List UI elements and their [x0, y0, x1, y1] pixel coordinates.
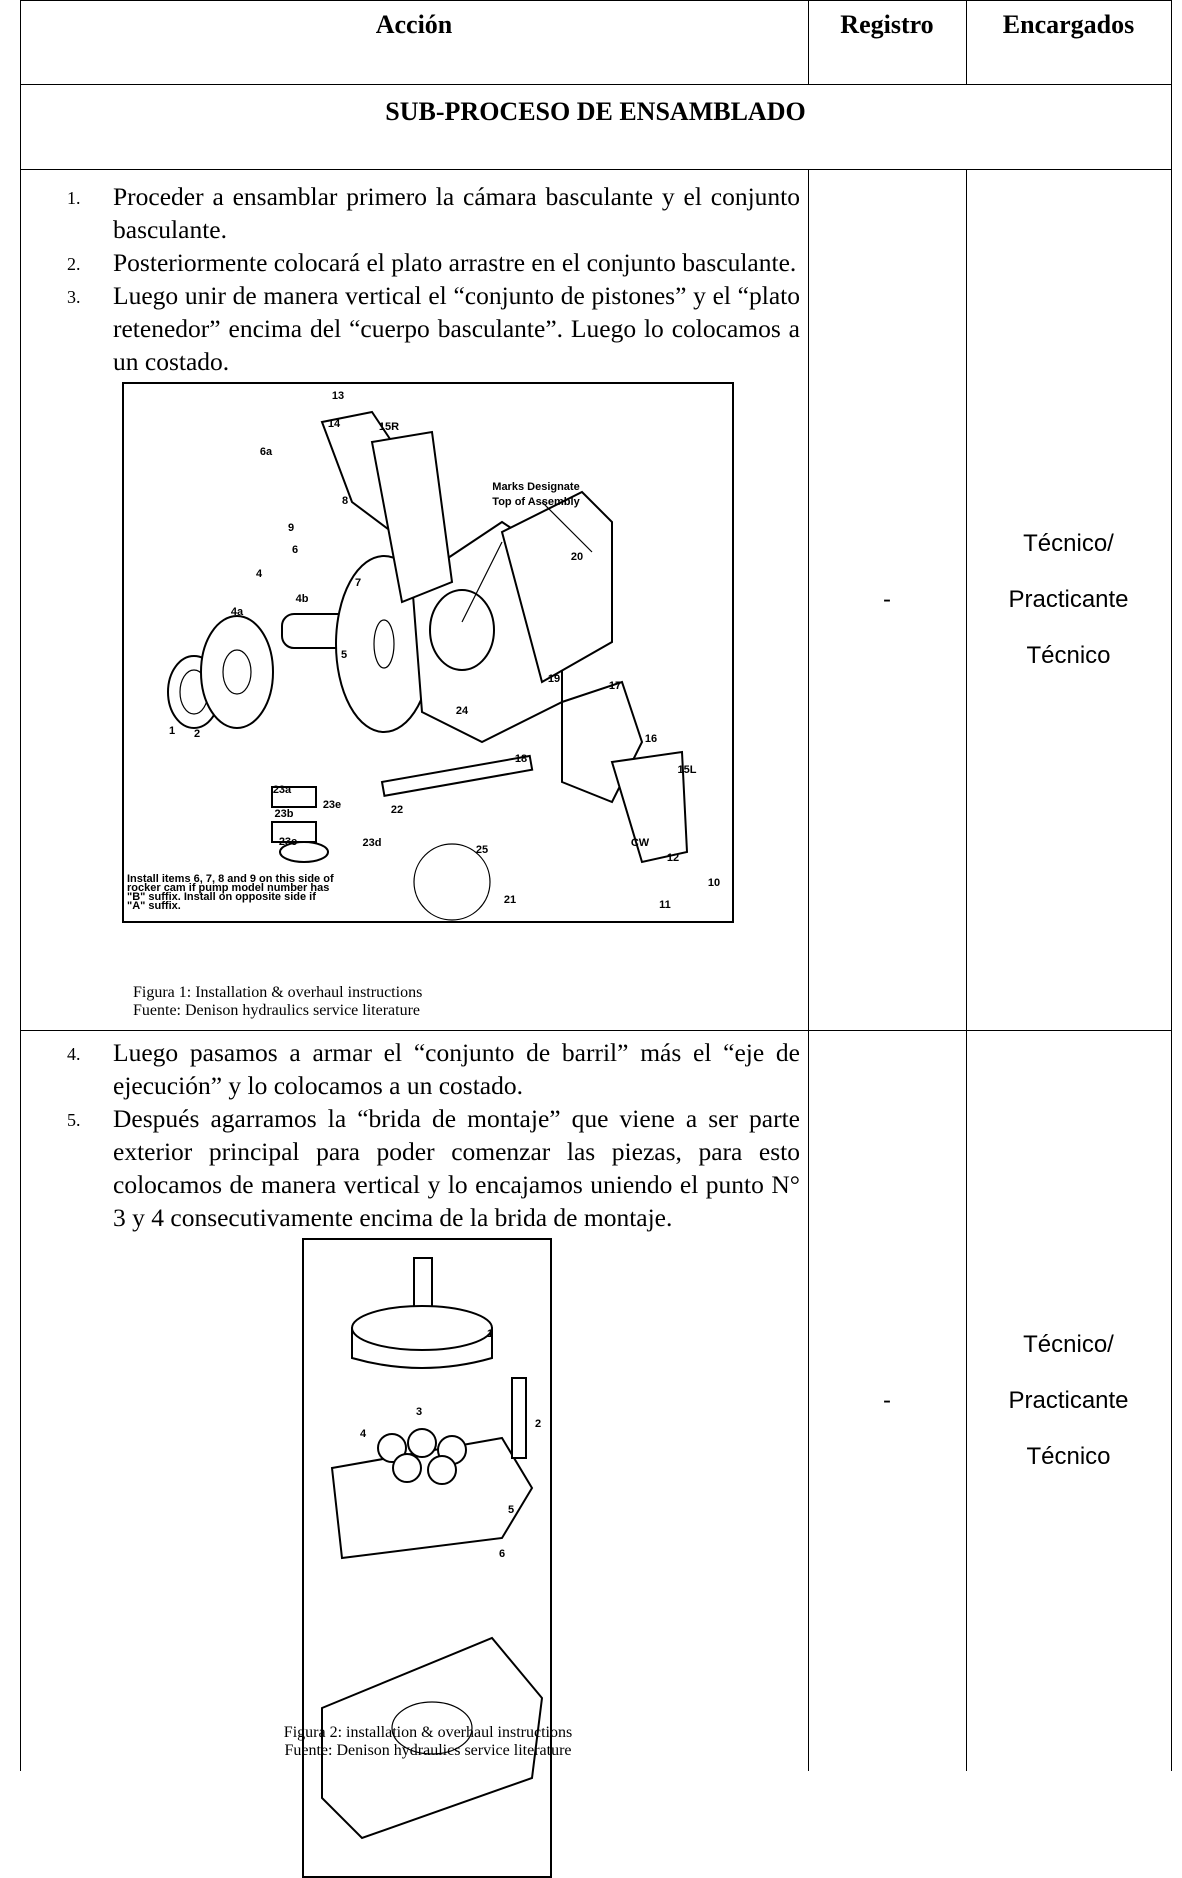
- figure-label: 19: [548, 673, 560, 685]
- figure-label: 8: [342, 495, 348, 507]
- figure-note: rocker cam if pump model number has: [127, 882, 329, 894]
- figure-label: 23d: [363, 837, 382, 849]
- border: [808, 0, 809, 84]
- figure-label: Top of Assembly: [492, 496, 580, 508]
- figure-label: 9: [288, 522, 294, 534]
- list-item: Luego pasamos a armar el “conjunto de ba…: [67, 1038, 800, 1100]
- figure-label: 4: [256, 568, 263, 580]
- figure-note: "A" suffix.: [127, 900, 181, 912]
- figure-label: 10: [708, 877, 720, 889]
- figure-label: 4b: [296, 593, 309, 605]
- figure-label: 11: [659, 899, 671, 911]
- figure-label: 21: [504, 894, 516, 906]
- figure-caption: Figura 2: installation & overhaul instru…: [283, 1724, 573, 1741]
- registro-cell: -: [883, 1386, 891, 1414]
- list-number: 3.: [67, 287, 81, 307]
- figure-label: 24: [456, 705, 469, 717]
- list-number: 5.: [67, 1110, 81, 1130]
- figure-label: 2: [194, 728, 200, 740]
- encargados-cell: Técnico/Practicante Técnico: [966, 1317, 1171, 1485]
- header-cell: Encargados: [1002, 10, 1135, 39]
- border: [20, 0, 1171, 1]
- figure-label: 13: [332, 390, 344, 402]
- figure-label: 5: [508, 1504, 514, 1516]
- encargado-line: Técnico/: [1023, 1330, 1114, 1358]
- drawing: [167, 410, 689, 921]
- encargados-cell: Técnico/Practicante Técnico: [966, 516, 1171, 684]
- encargado-line: Técnico: [1026, 1442, 1111, 1470]
- figure-label: 15R: [379, 421, 399, 433]
- figure-label: 3: [416, 1406, 422, 1418]
- figure-label: 23a: [273, 784, 292, 796]
- figure-label: 5: [341, 649, 347, 661]
- figure-label: CW: [631, 837, 650, 849]
- section-title: SUB-PROCESO DE ENSAMBLADO: [385, 97, 806, 126]
- figure-label: Marks Designate: [492, 481, 579, 493]
- border: [808, 169, 809, 1771]
- border: [966, 0, 967, 84]
- figure-label: 7: [355, 577, 361, 589]
- figure-note: Install items 6, 7, 8 and 9 on this side…: [127, 873, 334, 885]
- figure-label: 6: [499, 1548, 505, 1560]
- figure-label: 1: [487, 1328, 493, 1340]
- figure-label: 12: [667, 852, 679, 864]
- figure-label: 6a: [260, 446, 273, 458]
- figure-caption: Figura 1: Installation & overhaul instru…: [133, 984, 423, 1001]
- figure-label: 4: [360, 1428, 367, 1440]
- figure-source: Fuente: Denison hydraulics service liter…: [133, 1002, 421, 1019]
- list-item: Proceder a ensamblar primero la cámara b…: [67, 182, 800, 244]
- encargado-line: Practicante: [1008, 585, 1129, 613]
- list-item: Posteriormente colocará el plato arrastr…: [67, 246, 800, 279]
- list-item: Después agarramos la “brida de montaje” …: [67, 1104, 800, 1232]
- border: [20, 84, 1171, 85]
- figure-label: 14: [328, 418, 341, 430]
- figure-label: 6: [292, 544, 298, 556]
- encargado-line: Practicante: [1008, 1386, 1129, 1414]
- figure: 1 2 3 4 5 6: [302, 1238, 552, 1878]
- header-cell: Acción: [375, 10, 453, 39]
- header-cell: Registro: [840, 10, 934, 39]
- figure-label: 1: [169, 725, 175, 737]
- encargado-line: Técnico/: [1023, 529, 1114, 557]
- figure-label: 4a: [231, 606, 244, 618]
- figure-label: 18: [515, 753, 527, 765]
- figure-frame: [122, 382, 734, 923]
- border: [20, 0, 21, 1771]
- page: Acción Registro Encargados SUB-PROCESO D…: [20, 0, 1172, 1878]
- figure-label: 22: [391, 804, 403, 816]
- figure-label: 2: [535, 1418, 541, 1430]
- figure-label: 23b: [275, 808, 294, 820]
- figure-label: 16: [645, 733, 657, 745]
- figure-source: Fuente: Denison hydraulics service liter…: [284, 1742, 572, 1759]
- encargado-line: Técnico: [1026, 641, 1111, 669]
- border: [20, 169, 1171, 170]
- border: [20, 1030, 1171, 1031]
- list-number: 4.: [67, 1044, 81, 1064]
- list-item: Luego unir de manera vertical el “conjun…: [67, 281, 800, 376]
- figure-note: "B" suffix. Install on opposite side if: [127, 891, 316, 903]
- figure-label: 20: [571, 551, 583, 563]
- figure-label: 15L: [678, 764, 697, 776]
- figure-label: 23c: [279, 836, 297, 848]
- list-number: 1.: [67, 188, 81, 208]
- border: [966, 169, 967, 1771]
- figure-label: 23e: [323, 799, 341, 811]
- figure-label: 17: [609, 680, 621, 692]
- list-number: 2.: [67, 254, 81, 274]
- border: [1171, 0, 1172, 1771]
- figure-label: 25: [476, 844, 488, 856]
- registro-cell: -: [883, 585, 891, 613]
